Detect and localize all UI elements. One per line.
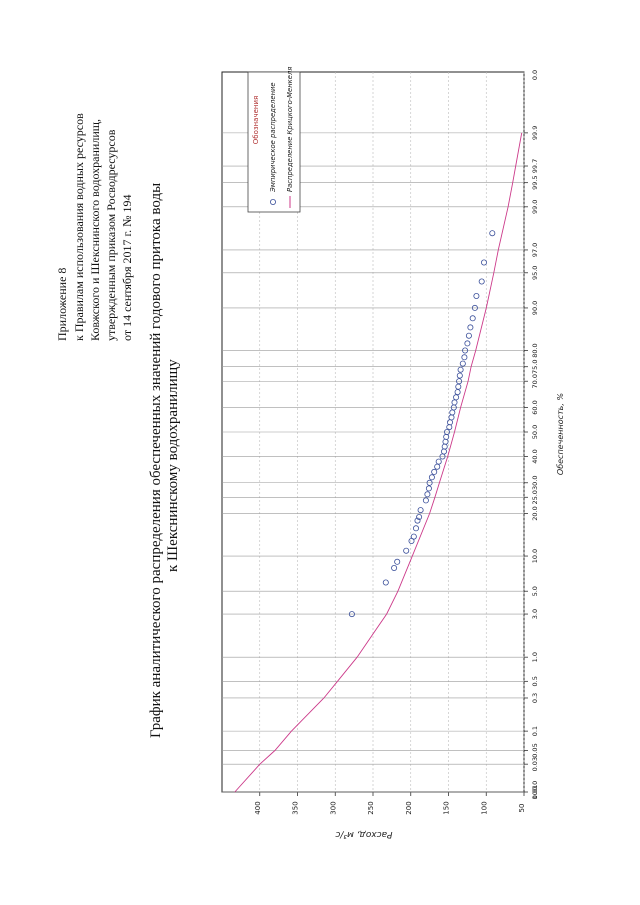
- tick-label-discharge: 50: [518, 804, 526, 813]
- tick-label-probability-edge: 0.0: [531, 70, 539, 80]
- legend-label-empirical: Эмпирическое распределение: [269, 82, 277, 193]
- tick-label-probability: 1.0: [531, 652, 539, 662]
- data-point-empirical: [469, 315, 476, 322]
- data-point-empirical: [464, 340, 471, 347]
- data-point-empirical: [456, 378, 463, 385]
- tick-label-probability: 0.03: [531, 757, 539, 771]
- data-point-empirical: [417, 507, 424, 514]
- tick-label-probability: 0.1: [531, 726, 539, 736]
- data-point-empirical: [403, 547, 410, 554]
- data-point-empirical: [394, 558, 401, 565]
- tick-label-discharge: 300: [329, 801, 337, 814]
- tick-label-discharge: 150: [443, 801, 451, 814]
- data-point-empirical: [453, 394, 460, 401]
- tick-label-discharge: 400: [254, 801, 262, 814]
- data-point-empirical: [467, 324, 474, 331]
- tick-label-discharge: 250: [367, 801, 375, 814]
- tick-label-probability: 60.0: [531, 400, 539, 414]
- tick-label-probability: 3.0: [531, 609, 539, 619]
- legend: Обозначения Эмпирическое распределение Рас…: [247, 67, 301, 213]
- data-point-empirical: [425, 485, 432, 492]
- tick-label-probability: 5.0: [531, 586, 539, 596]
- data-point-empirical: [465, 332, 472, 339]
- tick-label-probability: 25.0: [531, 490, 539, 504]
- data-point-empirical: [391, 565, 398, 572]
- data-point-empirical: [471, 304, 478, 311]
- data-point-empirical: [426, 479, 433, 486]
- tick-label-probability: 97.0: [531, 243, 539, 257]
- tick-label-probability: 99.9: [531, 126, 539, 140]
- data-point-empirical: [431, 468, 438, 475]
- legend-box: [247, 71, 301, 213]
- tick-label-probability: 99.7: [531, 159, 539, 173]
- data-point-empirical: [424, 491, 431, 498]
- tick-label-probability: 75.0: [531, 359, 539, 373]
- data-point-empirical: [412, 525, 419, 532]
- legend-label-kritsky-menkel: Распределение Крицкого-Менкеля: [286, 67, 294, 192]
- tick-label-probability: 0.5: [531, 676, 539, 686]
- tick-label-probability: 0.01: [531, 785, 539, 799]
- data-point-empirical: [459, 360, 466, 367]
- tick-label-probability-edge: 100.0: [531, 781, 539, 800]
- tick-label-probability: 70.0: [531, 374, 539, 388]
- axis-label-discharge: Расход, м³/с: [335, 829, 392, 839]
- data-point-empirical: [455, 383, 462, 390]
- data-point-empirical: [457, 366, 464, 373]
- legend-title: Обозначения: [252, 96, 260, 144]
- data-point-empirical: [416, 514, 423, 521]
- data-point-empirical: [489, 230, 496, 237]
- data-point-empirical: [382, 579, 389, 586]
- tick-label-probability: 90.0: [531, 301, 539, 315]
- data-point-empirical: [478, 278, 485, 285]
- tick-label-probability: 0.3: [531, 693, 539, 703]
- data-point-empirical: [473, 292, 480, 299]
- data-point-empirical: [456, 372, 463, 379]
- axis-label-probability: Обеспеченность, %: [556, 393, 565, 475]
- data-point-empirical: [443, 428, 450, 435]
- tick-label-probability: 0.05: [531, 743, 539, 757]
- data-point-empirical: [480, 259, 487, 266]
- tick-label-probability: 50.0: [531, 425, 539, 439]
- tick-label-discharge: 350: [292, 801, 300, 814]
- tick-label-probability: 20.0: [531, 506, 539, 520]
- tick-label-probability: 95.0: [531, 266, 539, 280]
- tick-label-discharge: 100: [480, 801, 488, 814]
- series-line-kritsky-menkel: [234, 132, 523, 793]
- legend-marker-empirical: [269, 198, 276, 205]
- tick-label-probability: 99.5: [531, 175, 539, 189]
- data-point-empirical: [461, 354, 468, 361]
- data-point-empirical: [348, 611, 355, 618]
- tick-label-probability: 40.0: [531, 449, 539, 463]
- tick-label-probability: 10.0: [531, 549, 539, 563]
- tick-label-probability: 80.0: [531, 343, 539, 357]
- tick-label-probability: 30.0: [531, 476, 539, 490]
- data-point-empirical: [428, 474, 435, 481]
- tick-label-discharge: 200: [405, 801, 413, 814]
- data-point-empirical: [414, 517, 421, 524]
- tick-label-probability: 99.0: [531, 200, 539, 214]
- data-point-empirical: [410, 533, 417, 540]
- data-point-empirical: [462, 347, 469, 354]
- data-point-empirical: [422, 497, 429, 504]
- data-point-empirical: [435, 458, 442, 465]
